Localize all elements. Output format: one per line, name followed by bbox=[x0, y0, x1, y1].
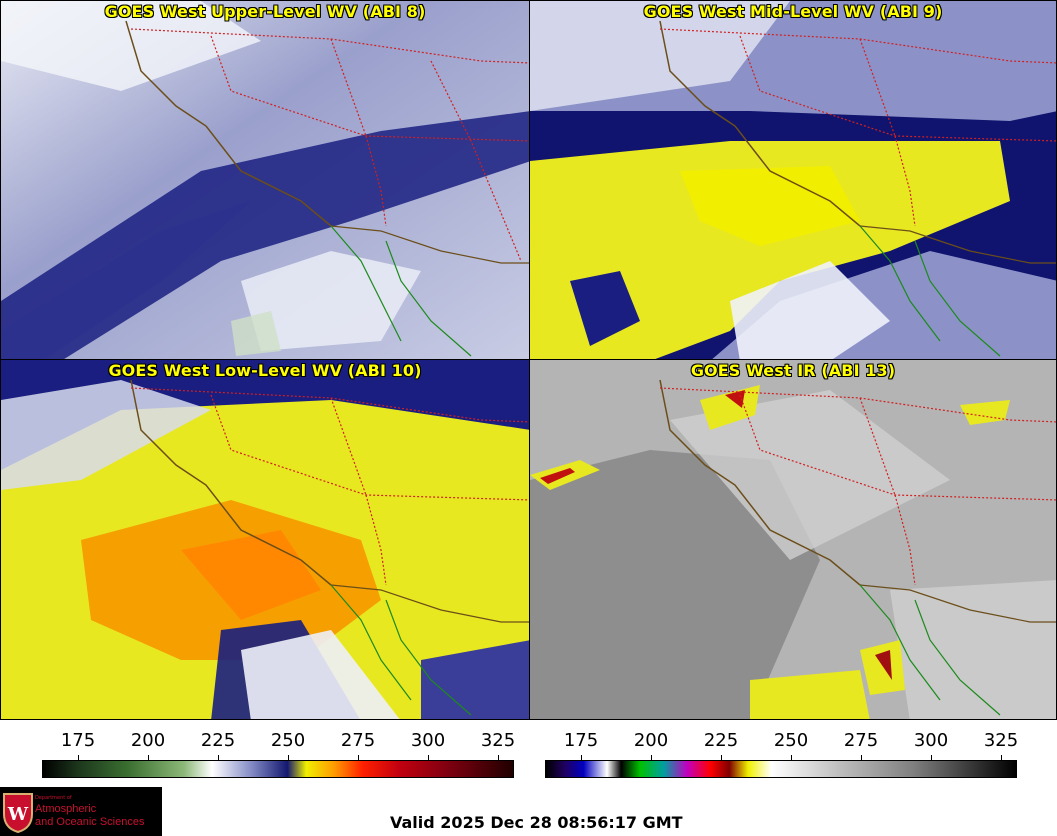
aos-logo: W Department of Atmospheric and Oceanic … bbox=[0, 787, 162, 836]
wv-tick-label: 225 bbox=[200, 730, 236, 751]
svg-text:W: W bbox=[7, 804, 29, 825]
panel-ir: GOES West IR (ABI 13) bbox=[529, 359, 1057, 720]
ir-tick-label: 300 bbox=[913, 730, 949, 751]
ir-tick-label: 175 bbox=[563, 730, 599, 751]
panel-mid-level-wv: GOES West Mid-Level WV (ABI 9) bbox=[529, 0, 1057, 360]
logo-text-line1: Atmospheric bbox=[35, 803, 97, 815]
panel-title: GOES West Mid-Level WV (ABI 9) bbox=[643, 2, 943, 21]
logo-text-line2: and Oceanic Sciences bbox=[35, 816, 145, 828]
wv-tick-label: 175 bbox=[60, 730, 96, 751]
wv-colorbar bbox=[42, 760, 514, 778]
wv-tick-label: 250 bbox=[270, 730, 306, 751]
ir-colorbar-ticks: 175 200 225 250 275 300 325 bbox=[545, 730, 1019, 751]
ir-tick-label: 325 bbox=[983, 730, 1019, 751]
panel-upper-level-wv: GOES West Upper-Level WV (ABI 8) bbox=[0, 0, 530, 360]
panel-title: GOES West Low-Level WV (ABI 10) bbox=[108, 361, 422, 380]
panel-title: GOES West Upper-Level WV (ABI 8) bbox=[104, 2, 426, 21]
ir-image bbox=[530, 360, 1056, 719]
wv-tick-label: 300 bbox=[410, 730, 446, 751]
ir-tick-label: 275 bbox=[843, 730, 879, 751]
wv-colorbar-tickmarks bbox=[42, 755, 514, 761]
ir-tick-label: 200 bbox=[633, 730, 669, 751]
low-level-wv-image bbox=[1, 360, 529, 719]
ir-tick-label: 225 bbox=[703, 730, 739, 751]
panel-low-level-wv: GOES West Low-Level WV (ABI 10) bbox=[0, 359, 530, 720]
wv-colorbar-ticks: 175 200 225 250 275 300 325 bbox=[42, 730, 516, 751]
wv-tick-label: 325 bbox=[480, 730, 516, 751]
panel-title: GOES West IR (ABI 13) bbox=[690, 361, 896, 380]
upper-level-wv-image bbox=[1, 1, 529, 359]
wv-tick-label: 275 bbox=[340, 730, 376, 751]
logo-dept-text: Department of bbox=[35, 795, 72, 801]
mid-level-wv-image bbox=[530, 1, 1056, 359]
uw-crest-icon: W bbox=[3, 793, 33, 834]
ir-colorbar bbox=[545, 760, 1017, 778]
ir-tick-label: 250 bbox=[773, 730, 809, 751]
wv-tick-label: 200 bbox=[130, 730, 166, 751]
ir-colorbar-tickmarks bbox=[545, 755, 1017, 761]
valid-timestamp: Valid 2025 Dec 28 08:56:17 GMT bbox=[390, 813, 683, 832]
